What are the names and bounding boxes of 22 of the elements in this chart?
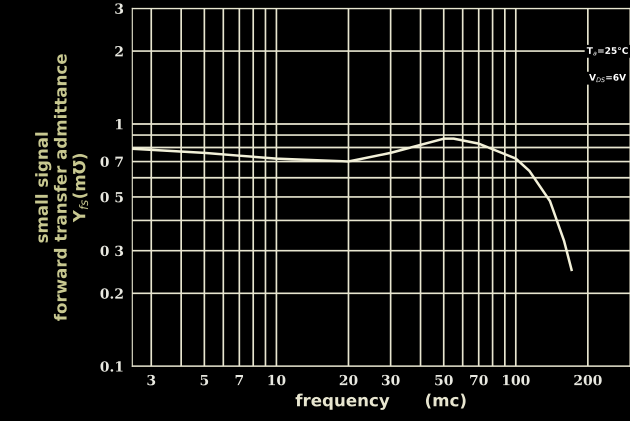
x-tick-label: 5 [200, 375, 208, 386]
y-tick-label: 0 3 [100, 246, 124, 256]
x-tick-label: 7 [236, 375, 244, 386]
y-tick-label: 3 [115, 3, 124, 14]
x-tick-label: 20 [340, 374, 358, 386]
x-tick-label: 10 [268, 374, 286, 386]
y-tick-label: 1 [116, 118, 123, 130]
y-tick-label: 0 5 [100, 192, 123, 202]
x-tick-label: 100 [502, 374, 530, 386]
x-tick-label: 200 [574, 374, 602, 386]
x-tick-label: 30 [382, 374, 400, 386]
y-axis-title: small signal forward transfer admittance Y$_{fs}$(m℧) [35, 54, 88, 321]
y-tick-label: 0 7 [100, 156, 123, 168]
annotation: V$_{DS}$=6V [589, 74, 626, 82]
x-tick-label: 3 [147, 374, 156, 386]
y-tick-label: 0.2 [100, 288, 123, 299]
y-tick-label: 2 [115, 46, 123, 56]
x-axis-title: frequency (mc) [296, 394, 466, 410]
y-tick-label: 0.1 [100, 361, 123, 372]
annotation: T$_{a}$=25°C [586, 47, 628, 56]
x-tick-label: 70 [470, 374, 488, 386]
x-tick-label: 50 [435, 374, 453, 386]
